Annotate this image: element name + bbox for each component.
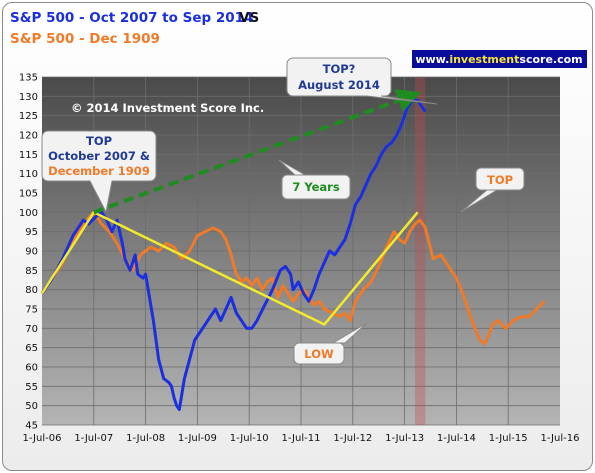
brand-badge: www.investmentscore.com — [412, 50, 587, 68]
y-tick-label: 110 — [19, 169, 38, 180]
callout-years: 7 Years — [278, 159, 351, 200]
y-tick-label: 45 — [25, 421, 38, 432]
y-tick-label: 55 — [25, 382, 38, 393]
trend-line-yellow — [40, 210, 419, 327]
copyright-text: © 2014 Investment Score Inc. — [71, 101, 264, 115]
x-tick-label: 1-Jul-07 — [74, 433, 113, 444]
y-tick-label: 125 — [19, 111, 38, 122]
callout-top-left-line3: December 1909 — [48, 164, 150, 178]
chart-svg: S&P 500 - Oct 2007 to Sep 2014 VS S&P 50… — [10, 10, 587, 444]
y-tick-label: 85 — [25, 266, 38, 277]
chart-title-vs: VS — [239, 10, 259, 26]
x-tick-label: 1-Jul-09 — [178, 433, 217, 444]
chart-title-line1: S&P 500 - Oct 2007 to Sep 2014 — [10, 10, 253, 26]
series-line-blue — [40, 98, 427, 411]
y-tick-label: 80 — [25, 285, 38, 296]
y-tick-label: 75 — [25, 305, 38, 316]
y-tick-label: 115 — [19, 150, 38, 161]
x-tick-label: 1-Jul-11 — [282, 433, 321, 444]
chart-title-line2: S&P 500 - Dec 1909 — [10, 31, 160, 47]
y-tick-label: 120 — [19, 131, 38, 142]
callout-top-right-line2: August 2014 — [298, 78, 380, 92]
y-tick-label: 105 — [19, 189, 38, 200]
x-tick-label: 1-Jul-14 — [437, 433, 476, 444]
x-axis-ticks: 1-Jul-06 1-Jul-07 1-Jul-08 1-Jul-09 1-Jul-10… — [23, 433, 580, 444]
brand-investment: investment — [449, 53, 519, 66]
brand-www: www. — [415, 53, 449, 66]
y-tick-label: 95 — [25, 227, 38, 238]
highlight-band — [414, 77, 426, 425]
gridlines — [42, 76, 560, 426]
y-tick-label: 135 — [19, 73, 38, 84]
x-tick-label: 1-Jul-06 — [23, 433, 62, 444]
callout-top-right: TOP? August 2014 — [286, 57, 438, 105]
y-tick-label: 60 — [25, 363, 38, 374]
y-tick-label: 100 — [19, 208, 38, 219]
series-group — [40, 98, 546, 411]
x-tick-label: 1-Jul-13 — [385, 433, 424, 444]
x-tick-label: 1-Jul-15 — [489, 433, 528, 444]
trend-line-green-dashed — [93, 89, 422, 215]
y-tick-label: 50 — [25, 401, 38, 412]
x-tick-label: 1-Jul-10 — [230, 433, 269, 444]
brand-score: score — [519, 53, 553, 66]
callout-top-left-line1: TOP — [86, 134, 112, 148]
x-tick-label: 1-Jul-16 — [541, 433, 580, 444]
x-tick-label: 1-Jul-12 — [333, 433, 372, 444]
y-axis-ticks: 45 50 55 60 65 70 75 80 85 90 95 100 105 110 115 120 125… — [19, 73, 38, 432]
callout-low-text: LOW — [304, 347, 334, 361]
trend-lines — [40, 89, 422, 327]
svg-text:www.investmentscore.com: www.investmentscore.com — [415, 53, 582, 66]
callout-top-left: TOP October 2007 & December 1909 — [41, 130, 157, 214]
y-tick-label: 65 — [25, 343, 38, 354]
callout-top-right-line1: TOP? — [323, 62, 356, 76]
callout-top-left-line2: October 2007 & — [48, 149, 150, 163]
callout-years-text: 7 Years — [292, 180, 340, 194]
y-tick-label: 130 — [19, 92, 38, 103]
x-tick-label: 1-Jul-08 — [126, 433, 165, 444]
brand-com: .com — [553, 53, 583, 66]
callout-top2-text: TOP — [487, 173, 513, 187]
y-tick-label: 90 — [25, 247, 38, 258]
series-line-orange — [40, 210, 546, 346]
y-tick-label: 70 — [25, 324, 38, 335]
callout-top2: TOP — [460, 167, 525, 213]
callout-low: LOW — [293, 322, 368, 365]
